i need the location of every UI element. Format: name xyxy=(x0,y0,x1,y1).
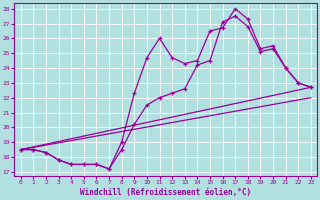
X-axis label: Windchill (Refroidissement éolien,°C): Windchill (Refroidissement éolien,°C) xyxy=(80,188,252,197)
